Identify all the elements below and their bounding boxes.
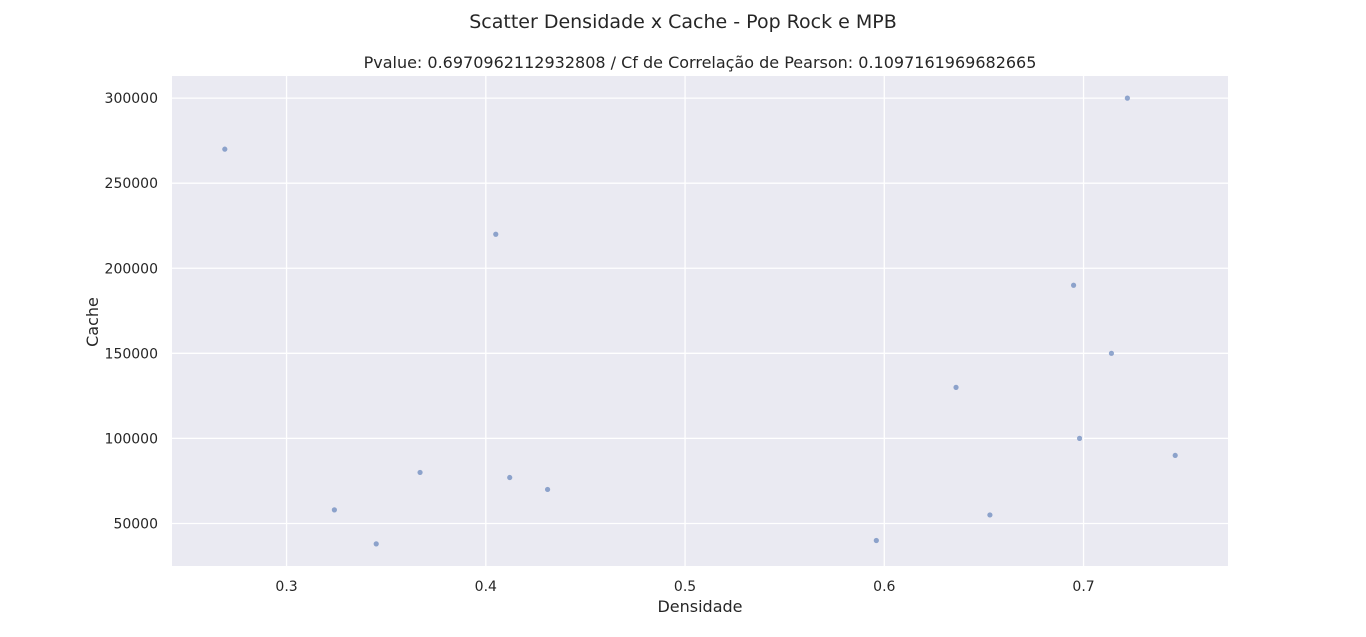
data-point xyxy=(331,507,337,513)
y-tick-label: 100000 xyxy=(105,431,158,447)
x-gridlines xyxy=(285,76,1085,566)
data-point xyxy=(1124,95,1130,101)
data-point xyxy=(544,486,551,493)
chart-title: Pvalue: 0.6970962112932808 / Cf de Corre… xyxy=(364,53,1037,72)
y-tick-label: 250000 xyxy=(105,176,158,192)
x-tick-label: 0.3 xyxy=(275,579,297,595)
y-tick-label: 50000 xyxy=(113,516,158,532)
x-tick-label: 0.7 xyxy=(1072,579,1094,595)
x-tick-labels: 0.3 0.4 0.5 0.6 0.7 xyxy=(275,579,1094,595)
y-tick-label: 300000 xyxy=(105,91,158,107)
data-point xyxy=(417,469,423,476)
data-point xyxy=(507,474,513,481)
data-point xyxy=(1070,282,1077,288)
data-points xyxy=(222,95,1178,547)
chart-suptitle: Scatter Densidade x Cache - Pop Rock e M… xyxy=(469,11,897,33)
plot-area xyxy=(172,76,1228,566)
data-point xyxy=(1172,452,1178,459)
data-point xyxy=(1108,350,1115,356)
data-point xyxy=(953,384,959,390)
data-point xyxy=(873,537,879,544)
data-point xyxy=(493,231,499,237)
y-gridlines xyxy=(172,97,1228,525)
x-tick-label: 0.6 xyxy=(873,579,895,595)
y-tick-label: 200000 xyxy=(105,261,158,277)
data-point xyxy=(1076,435,1083,441)
y-tick-labels: 50000 100000 150000 200000 250000 300000 xyxy=(105,91,158,532)
data-point xyxy=(222,146,228,152)
data-point xyxy=(373,541,379,547)
y-axis-label: Cache xyxy=(83,297,102,347)
y-tick-label: 150000 xyxy=(105,346,158,362)
x-tick-label: 0.5 xyxy=(674,579,696,595)
x-tick-label: 0.4 xyxy=(475,579,497,595)
x-axis-label: Densidade xyxy=(657,597,742,616)
data-point xyxy=(987,512,993,518)
